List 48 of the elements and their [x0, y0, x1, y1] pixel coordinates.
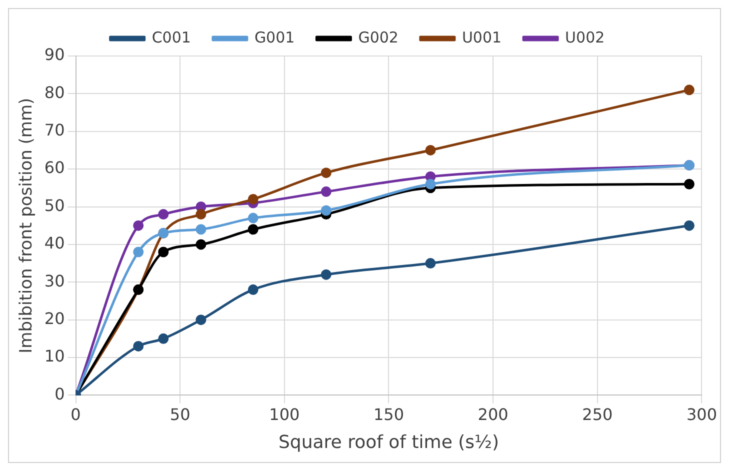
point [425, 144, 436, 156]
point [133, 246, 144, 258]
point [320, 205, 332, 216]
point [133, 220, 144, 231]
x-tick-label: 300 [686, 404, 718, 424]
point [425, 178, 436, 190]
point [684, 178, 694, 190]
x-tick-label: 50 [170, 404, 190, 424]
point [425, 258, 436, 269]
point [320, 186, 332, 197]
legend-label: C001 [152, 28, 191, 46]
x-tick-label: 0 [70, 404, 81, 424]
y-tick-label: 40 [44, 234, 65, 253]
x-tick-label: 200 [478, 404, 508, 424]
point [320, 269, 332, 280]
point [684, 220, 694, 231]
point [248, 224, 258, 235]
y-tick-label: 20 [44, 308, 65, 328]
y-tick-label: 0 [54, 384, 65, 404]
x-tick-label: 250 [582, 404, 613, 424]
y-tick-label: 70 [44, 120, 65, 140]
y-tick-label: 80 [44, 82, 65, 102]
point [248, 284, 258, 295]
point [196, 209, 206, 220]
x-tick-label: 100 [269, 404, 300, 424]
point [248, 212, 258, 224]
point [320, 168, 332, 178]
y-tick-label: 30 [44, 271, 65, 290]
point [196, 239, 206, 250]
point [158, 209, 169, 220]
legend-label: U001 [462, 28, 502, 46]
y-tick-label: 60 [44, 158, 65, 178]
point [158, 246, 169, 258]
point [684, 84, 694, 96]
legend-label: U002 [565, 28, 605, 46]
y-tick-label: 10 [44, 346, 65, 366]
x-axis-title: Square roof of time (s½) [278, 432, 500, 453]
y-tick-label: 50 [44, 196, 65, 215]
legend-label: G002 [358, 28, 398, 46]
y-tick-label: 90 [44, 45, 65, 64]
point [196, 224, 206, 235]
legend-label: G001 [254, 28, 295, 46]
point [196, 314, 206, 326]
point [158, 333, 169, 344]
y-axis-title: Imbibition front position (mm) [16, 98, 37, 354]
point [133, 340, 144, 352]
point [248, 194, 258, 204]
x-tick-label: 150 [373, 404, 404, 424]
